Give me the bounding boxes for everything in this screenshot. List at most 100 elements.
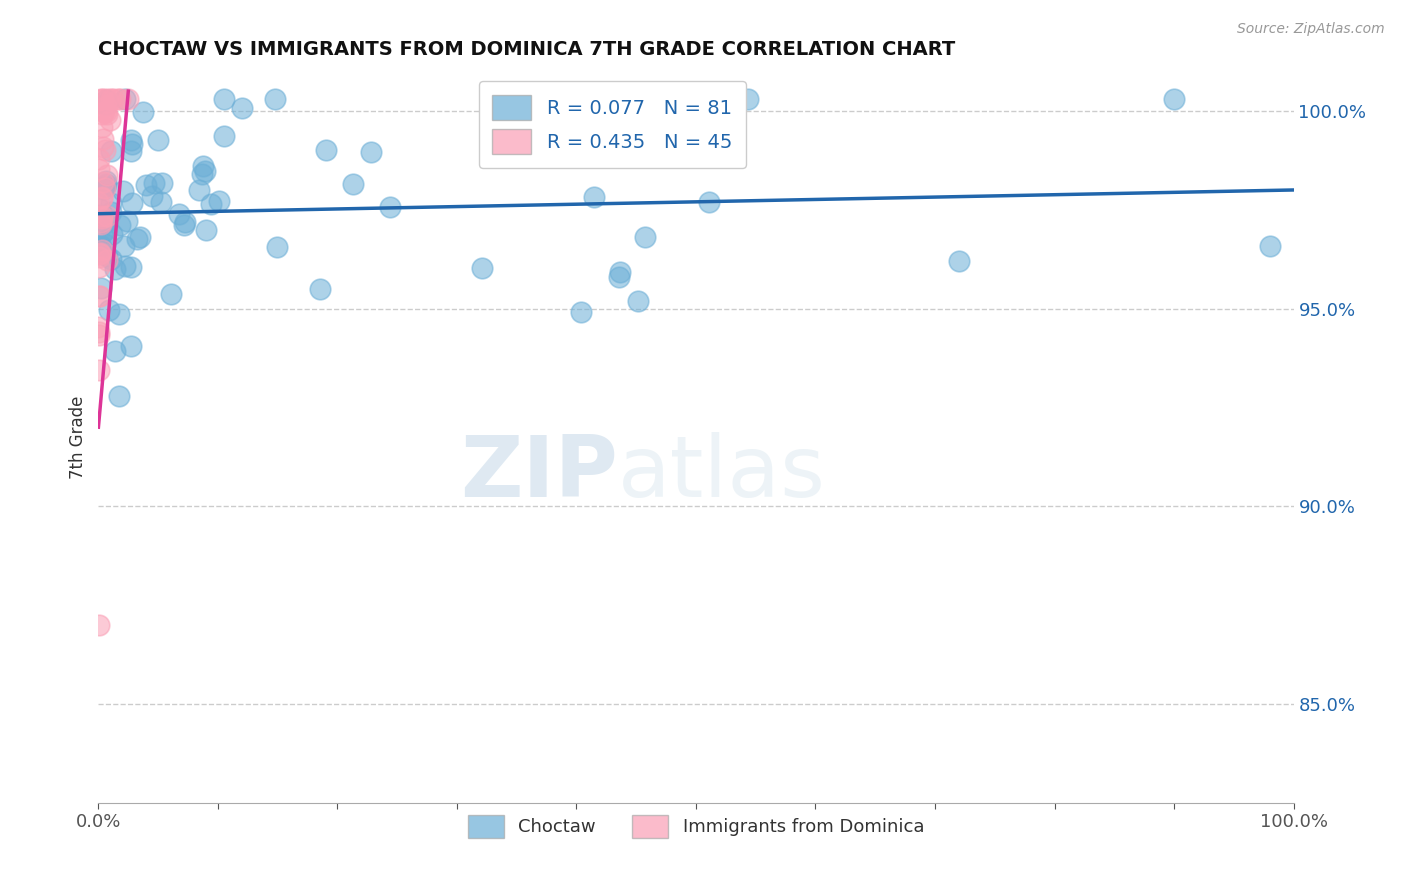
Point: [96, 92, 118, 106]
Point: [87, 93, 110, 107]
Point: [91, 181, 114, 195]
Point: [94, 177, 117, 191]
Point: [89, 289, 111, 303]
Point: [471, 261, 494, 276]
Point: [626, 293, 648, 308]
Point: [1258, 239, 1281, 253]
Point: [167, 207, 190, 221]
Point: [94, 181, 117, 195]
Point: [96, 97, 118, 112]
Point: [360, 145, 382, 159]
Point: [117, 92, 139, 106]
Point: [101, 227, 124, 241]
Point: [98, 303, 121, 318]
Point: [948, 254, 970, 268]
Point: [89, 161, 111, 176]
Point: [93, 143, 115, 157]
Point: [309, 282, 332, 296]
Point: [94, 179, 117, 194]
Point: [90, 92, 112, 106]
Point: [697, 194, 720, 209]
Text: Source: ZipAtlas.com: Source: ZipAtlas.com: [1237, 22, 1385, 37]
Point: [110, 218, 132, 232]
Point: [100, 92, 122, 106]
Point: [91, 132, 114, 146]
Point: [87, 618, 110, 632]
Point: [108, 92, 131, 106]
Point: [643, 112, 665, 127]
Point: [89, 362, 111, 376]
Point: [91, 106, 114, 120]
Point: [120, 260, 142, 274]
Point: [174, 215, 197, 229]
Point: [200, 196, 222, 211]
Point: [188, 183, 211, 197]
Point: [195, 223, 218, 237]
Text: atlas: atlas: [619, 432, 827, 516]
Point: [90, 215, 112, 229]
Point: [91, 175, 114, 189]
Point: [737, 92, 759, 106]
Point: [90, 240, 112, 254]
Y-axis label: 7th Grade: 7th Grade: [69, 395, 87, 479]
Point: [111, 184, 134, 198]
Point: [191, 159, 214, 173]
Point: [108, 307, 131, 321]
Point: [87, 152, 110, 166]
Point: [91, 244, 114, 258]
Point: [100, 205, 122, 219]
Point: [96, 252, 118, 267]
Point: [104, 262, 127, 277]
Point: [90, 218, 112, 232]
Point: [103, 92, 125, 106]
Point: [93, 216, 115, 230]
Point: [94, 174, 117, 188]
Point: [96, 248, 118, 262]
Point: [112, 239, 135, 253]
Point: [634, 229, 657, 244]
Point: [115, 213, 138, 227]
Point: [87, 327, 110, 342]
Point: [120, 339, 142, 353]
Point: [89, 245, 111, 260]
Point: [93, 105, 115, 120]
Point: [173, 218, 195, 232]
Point: [582, 189, 605, 203]
Point: [114, 260, 136, 274]
Point: [120, 145, 142, 159]
Point: [90, 209, 112, 223]
Point: [91, 139, 114, 153]
Legend: Choctaw, Immigrants from Dominica: Choctaw, Immigrants from Dominica: [461, 807, 931, 845]
Point: [87, 250, 110, 264]
Point: [98, 112, 121, 127]
Point: [266, 240, 288, 254]
Point: [107, 92, 129, 106]
Point: [96, 209, 118, 223]
Point: [89, 260, 111, 275]
Point: [1163, 92, 1185, 106]
Point: [135, 178, 157, 193]
Point: [96, 105, 118, 120]
Point: [89, 238, 111, 252]
Point: [128, 230, 150, 244]
Point: [142, 177, 165, 191]
Point: [342, 177, 364, 191]
Point: [121, 136, 143, 151]
Point: [315, 143, 337, 157]
Point: [114, 92, 136, 106]
Point: [127, 232, 149, 246]
Point: [89, 325, 111, 339]
Point: [91, 190, 114, 204]
Point: [120, 133, 142, 147]
Point: [94, 93, 117, 107]
Point: [100, 196, 122, 211]
Point: [91, 211, 114, 225]
Point: [212, 129, 235, 144]
Point: [609, 264, 631, 278]
Point: [91, 191, 114, 205]
Point: [94, 99, 117, 113]
Point: [87, 320, 110, 334]
Point: [607, 269, 630, 284]
Point: [131, 105, 153, 120]
Point: [264, 92, 287, 106]
